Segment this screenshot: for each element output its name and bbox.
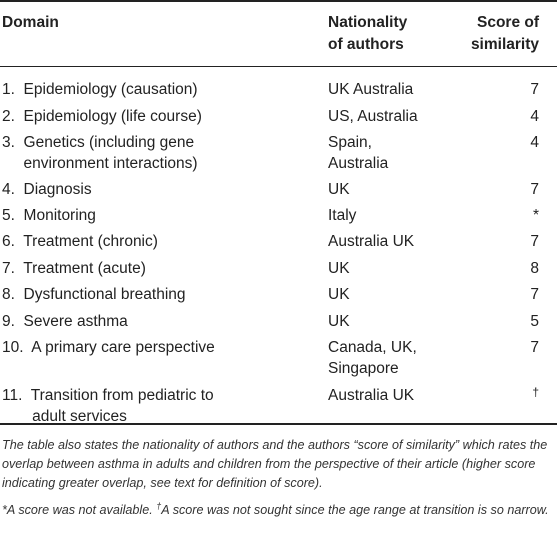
footnote-asterisk-text: *A score was not available. <box>2 503 157 518</box>
row-8-nationality: UK <box>328 286 350 303</box>
table-footnote-symbols: *A score was not available. †A score was… <box>2 497 555 520</box>
header-score-line1: Score of <box>476 14 539 31</box>
row-9-nationality: UK <box>328 313 350 330</box>
table-header-rule <box>0 66 557 67</box>
row-5-score: * <box>532 207 539 224</box>
row-5-nationality: Italy <box>328 207 357 224</box>
row-11-domain: 11. Transition from pediatric to adult s… <box>2 387 214 425</box>
row-10-score: 7 <box>530 339 539 356</box>
row-5-domain: 5. Monitoring <box>2 207 96 224</box>
row-10-nationality: Canada, UK, Singapore <box>328 339 417 377</box>
row-3-domain: 3. Genetics (including gene environment … <box>2 134 198 172</box>
row-6-nationality: Australia UK <box>328 233 415 250</box>
header-nationality-line2: of authors <box>328 36 404 53</box>
row-10-domain: 10. A primary care perspective <box>2 339 215 356</box>
row-6-domain: 6. Treatment (chronic) <box>2 233 158 250</box>
row-4-domain: 4. Diagnosis <box>2 181 92 198</box>
row-8-domain: 8. Dysfunctional breathing <box>2 286 186 303</box>
row-1-score: 7 <box>530 81 539 98</box>
table-footnote-description: The table also states the nationality of… <box>2 438 548 490</box>
row-7-nationality: UK <box>328 260 350 277</box>
row-8-score: 7 <box>530 286 539 303</box>
row-7-score: 8 <box>530 260 539 277</box>
header-score-line2: similarity <box>470 36 539 53</box>
header-domain: Domain <box>2 14 59 31</box>
row-2-domain: 2. Epidemiology (life course) <box>2 108 202 125</box>
row-4-score: 7 <box>530 181 539 198</box>
row-11-nationality: Australia UK <box>328 387 415 404</box>
row-4-nationality: UK <box>328 181 350 198</box>
footnote-dagger-text: A score was not sought since the age ran… <box>161 503 549 518</box>
row-11-score: † <box>532 385 539 399</box>
table-bottom-rule <box>0 423 557 425</box>
row-3-score: 4 <box>530 134 539 151</box>
header-nationality-line1: Nationality <box>328 14 408 31</box>
table-top-rule <box>0 0 557 2</box>
row-1-nationality: UK Australia <box>328 81 414 98</box>
row-1-domain: 1. Epidemiology (causation) <box>2 81 198 98</box>
row-6-score: 7 <box>530 233 539 250</box>
row-7-domain: 7. Treatment (acute) <box>2 260 146 277</box>
footnote-dagger-mark: † <box>156 501 162 511</box>
row-2-nationality: US, Australia <box>328 108 418 125</box>
row-9-score: 5 <box>530 313 539 330</box>
row-9-domain: 9. Severe asthma <box>2 313 128 330</box>
row-3-nationality: Spain, Australia <box>328 134 389 172</box>
row-2-score: 4 <box>530 108 539 125</box>
